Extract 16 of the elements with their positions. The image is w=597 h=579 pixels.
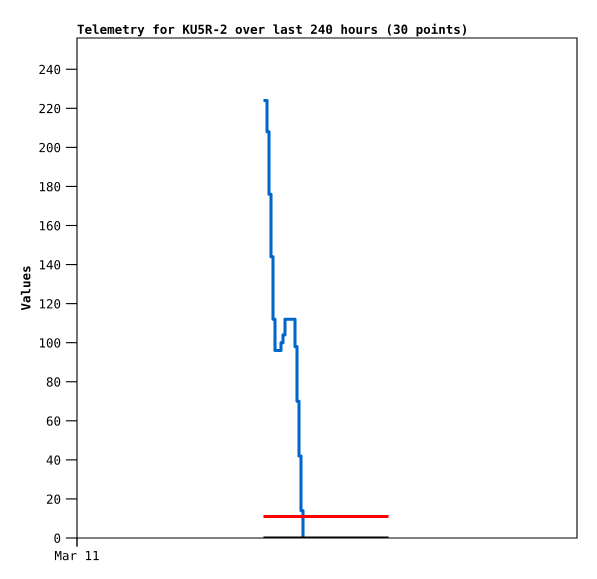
y-tick-label: 220: [39, 104, 60, 114]
y-tick-label: 160: [40, 221, 60, 230]
chart-title: Telemetry for KU5R-2 over last 240 hours (30 points): [78, 24, 466, 36]
y-tick-label: 0: [54, 534, 60, 543]
y-tick-label: 20: [46, 494, 60, 504]
y-tick-label: 60: [46, 416, 60, 426]
y-tick-label: 140: [40, 260, 60, 270]
y-tick-label: 200: [39, 142, 60, 152]
y-tick-label: 120: [40, 299, 60, 309]
y-tick-label: 100: [40, 338, 60, 348]
y-tick-label: 180: [40, 182, 60, 192]
y-tick-label: 40: [46, 455, 60, 465]
y-tick-label: 240: [39, 64, 60, 74]
y-axis-title: Values: [20, 266, 30, 310]
text: Mar 11: [54, 550, 99, 560]
y-tick-label: 80: [46, 377, 60, 387]
